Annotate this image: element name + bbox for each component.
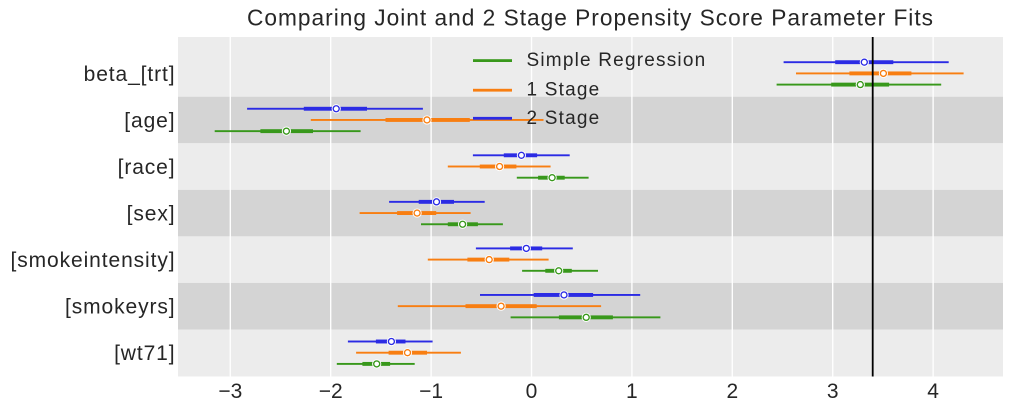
svg-text:−2: −2 [319,380,343,403]
svg-text:[race]: [race] [118,156,176,179]
svg-text:1: 1 [626,380,638,403]
svg-text:−1: −1 [419,380,443,403]
svg-text:beta_[trt]: beta_[trt] [84,63,176,86]
svg-text:1 Stage: 1 Stage [527,80,601,101]
svg-text:3: 3 [827,380,839,403]
svg-text:Simple Regression: Simple Regression [527,50,707,71]
svg-text:2: 2 [726,380,738,403]
svg-text:[wt71]: [wt71] [114,342,175,365]
svg-text:0: 0 [526,380,538,403]
svg-text:Comparing Joint and 2 Stage Pr: Comparing Joint and 2 Stage Propensity S… [247,5,934,31]
svg-text:[smokeintensity]: [smokeintensity] [11,249,176,272]
svg-text:2 Stage: 2 Stage [527,108,601,129]
svg-text:[age]: [age] [124,110,175,133]
svg-text:[smokeyrs]: [smokeyrs] [65,296,176,319]
svg-text:[sex]: [sex] [127,203,176,226]
svg-text:4: 4 [927,380,939,403]
svg-text:−3: −3 [218,380,242,403]
